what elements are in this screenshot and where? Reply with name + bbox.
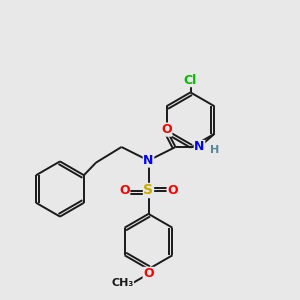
Text: H: H: [210, 145, 219, 155]
Text: O: O: [119, 184, 130, 197]
Text: N: N: [143, 154, 154, 167]
Text: S: S: [143, 184, 154, 197]
Text: O: O: [167, 184, 178, 197]
Text: N: N: [194, 140, 205, 154]
Text: CH₃: CH₃: [111, 278, 134, 288]
Text: Cl: Cl: [184, 74, 197, 87]
Text: O: O: [143, 267, 154, 280]
Text: O: O: [161, 123, 172, 136]
